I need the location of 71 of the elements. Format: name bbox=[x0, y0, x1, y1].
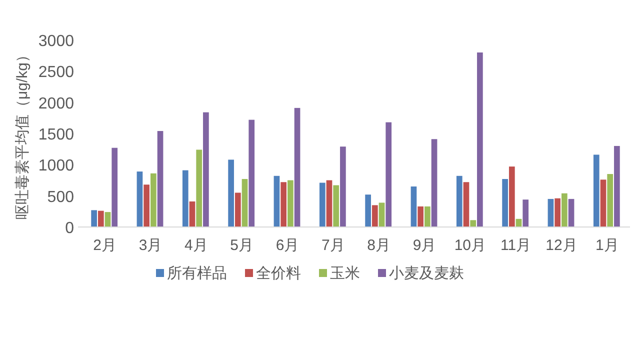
bar bbox=[607, 174, 614, 227]
bar bbox=[274, 176, 280, 227]
bar bbox=[562, 193, 568, 227]
bar bbox=[242, 179, 248, 227]
bar bbox=[568, 198, 574, 227]
bar bbox=[456, 176, 462, 227]
x-tick-label: 6月 bbox=[276, 237, 300, 254]
x-tick-label: 2月 bbox=[93, 237, 117, 254]
bar bbox=[326, 180, 332, 227]
bar bbox=[203, 112, 209, 227]
bar bbox=[600, 180, 606, 227]
y-tick-label: 3000 bbox=[38, 33, 74, 50]
bar bbox=[372, 205, 378, 227]
x-tick-label: 11月 bbox=[500, 237, 532, 254]
bar bbox=[463, 182, 470, 227]
x-tick-label: 5月 bbox=[230, 237, 254, 254]
legend-label: 全价料 bbox=[256, 265, 301, 282]
bar bbox=[189, 201, 196, 227]
y-tick-label: 0 bbox=[65, 220, 74, 237]
bar bbox=[98, 210, 104, 227]
bar bbox=[554, 198, 560, 227]
bar bbox=[424, 206, 430, 227]
bar bbox=[144, 184, 150, 227]
bar bbox=[378, 202, 385, 227]
bar bbox=[157, 131, 164, 227]
bar bbox=[365, 194, 371, 227]
x-tick-label: 10月 bbox=[454, 237, 486, 254]
x-tick-label: 4月 bbox=[184, 237, 208, 254]
y-tick-label: 1000 bbox=[38, 158, 74, 175]
y-tick-label: 500 bbox=[47, 188, 74, 206]
bar bbox=[234, 192, 241, 227]
bar bbox=[294, 108, 300, 227]
bar bbox=[470, 220, 476, 227]
bar bbox=[228, 160, 234, 227]
bar bbox=[150, 173, 156, 227]
bar bbox=[288, 180, 294, 227]
y-tick-label: 2500 bbox=[38, 64, 74, 82]
bar bbox=[319, 182, 326, 227]
bar bbox=[418, 206, 424, 227]
legend-label: 小麦及麦麸 bbox=[389, 265, 464, 282]
legend-label: 所有样品 bbox=[167, 265, 227, 282]
x-tick-label: 9月 bbox=[412, 237, 436, 254]
bar bbox=[91, 210, 97, 227]
bar bbox=[502, 179, 508, 227]
bar bbox=[182, 170, 188, 227]
bar bbox=[386, 122, 392, 227]
bar bbox=[508, 166, 515, 227]
bar bbox=[340, 146, 346, 227]
bar bbox=[548, 198, 554, 227]
bar bbox=[280, 182, 286, 227]
bar bbox=[410, 186, 417, 227]
bar bbox=[522, 200, 529, 227]
bar bbox=[112, 148, 118, 227]
x-tick-label: 7月 bbox=[321, 237, 345, 254]
bar bbox=[333, 185, 340, 227]
bar bbox=[431, 139, 438, 227]
bar bbox=[614, 146, 620, 227]
bar bbox=[248, 120, 255, 227]
y-tick-label: 1500 bbox=[38, 126, 74, 144]
x-tick-label: 8月 bbox=[367, 237, 391, 254]
x-tick-label: 3月 bbox=[138, 237, 162, 254]
x-tick-label: 1月 bbox=[595, 237, 619, 254]
y-tick-label: 2000 bbox=[38, 95, 74, 112]
y-axis-title: 呕吐毒素平均值（μg/kg） bbox=[14, 48, 31, 220]
x-tick-label: 12月 bbox=[546, 237, 578, 254]
bar bbox=[104, 212, 111, 227]
bar bbox=[136, 172, 143, 227]
bar bbox=[593, 154, 600, 227]
legend-label: 玉米 bbox=[330, 265, 360, 282]
bar bbox=[477, 52, 483, 227]
bar bbox=[196, 150, 202, 227]
